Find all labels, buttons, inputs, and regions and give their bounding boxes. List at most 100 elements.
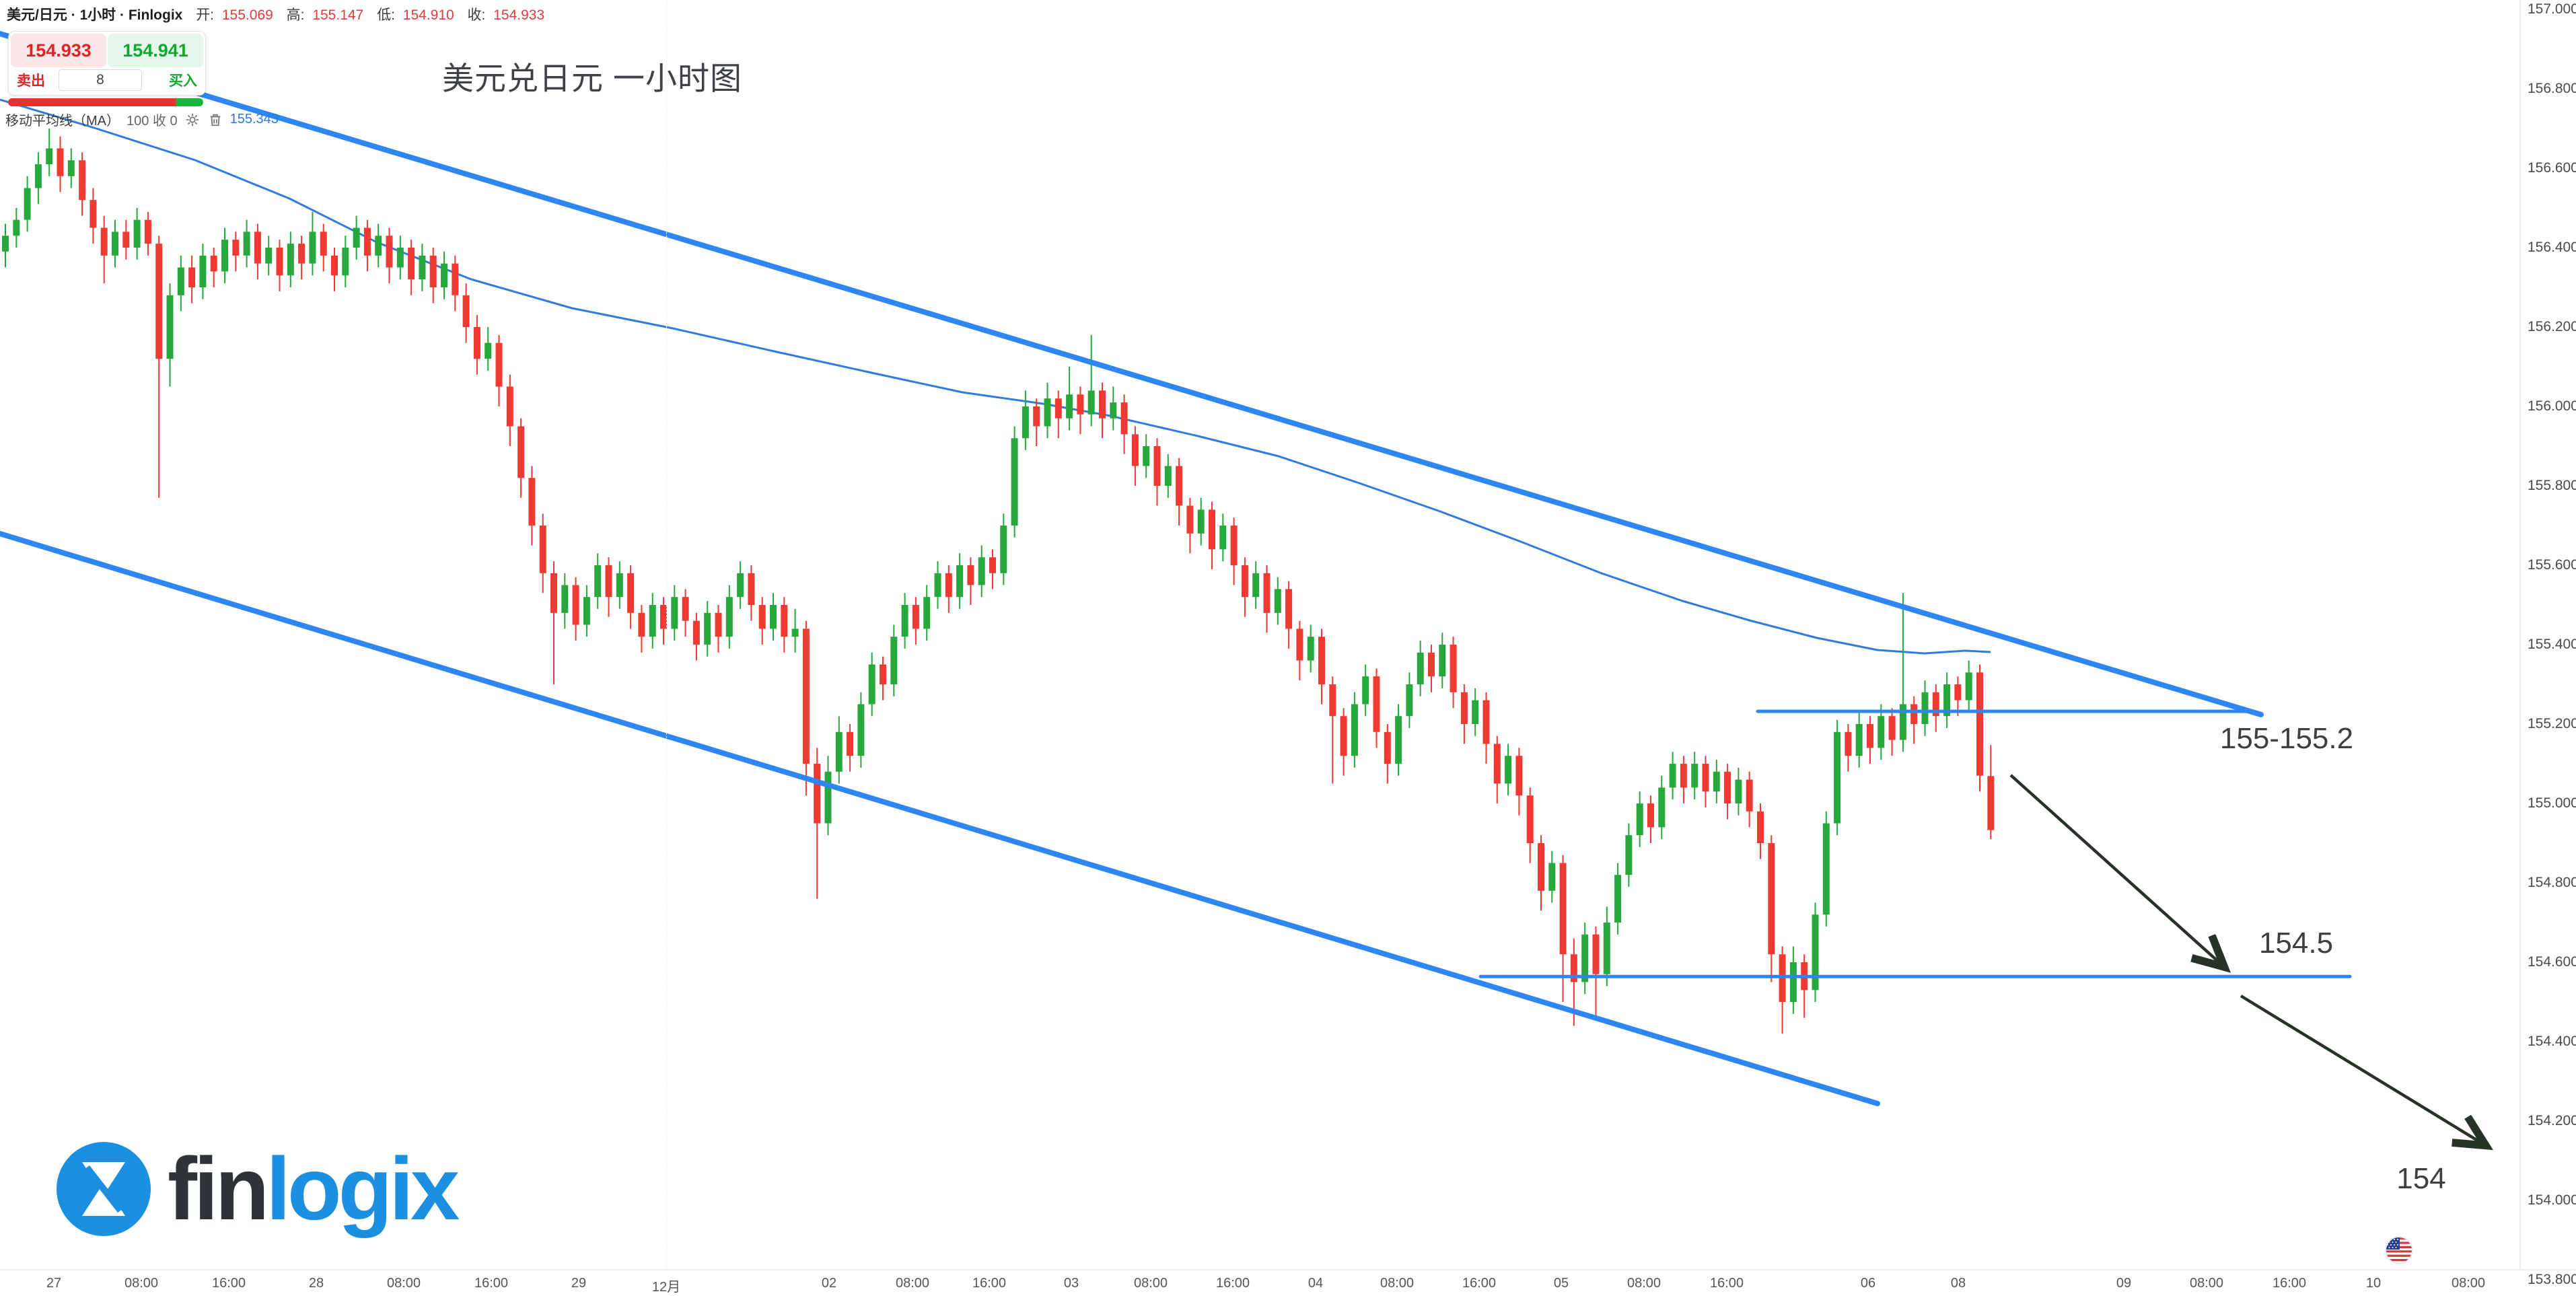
candle-body	[1044, 398, 1051, 427]
candle-body	[1724, 771, 1731, 803]
time-axis-label: 27	[46, 1276, 62, 1291]
candle-body	[1252, 573, 1260, 598]
buy-price-button[interactable]: 154.941	[108, 34, 203, 67]
candle-body	[824, 771, 832, 824]
candle-body	[1526, 795, 1534, 843]
candle-body	[671, 597, 678, 629]
candle-body	[506, 386, 513, 427]
candle-body	[1812, 914, 1819, 991]
candle-body	[1789, 962, 1797, 1002]
price-annotation: 155-155.2	[2219, 722, 2354, 755]
time-axis-label: 08:00	[895, 1276, 930, 1291]
price-axis-label: 153.800	[2528, 1272, 2576, 1287]
time-axis-label: 29	[571, 1276, 587, 1291]
candle-body	[1888, 716, 1896, 740]
candle-body	[1855, 724, 1863, 756]
candle-body	[1515, 756, 1523, 796]
symbol-name[interactable]: 美元/日元 · 1小时 · Finlogix	[7, 7, 183, 23]
time-axis-label: 16:00	[1709, 1276, 1744, 1291]
candle-body	[1417, 652, 1424, 684]
candle-body	[561, 585, 569, 613]
candle-body	[967, 565, 974, 585]
trash-icon[interactable]	[207, 112, 223, 128]
candle-body	[1384, 731, 1391, 764]
candle-body	[46, 148, 53, 165]
time-axis-label: 08:00	[386, 1276, 421, 1291]
candle-body	[1472, 700, 1479, 724]
candle-body	[1285, 589, 1293, 629]
candle-body	[1877, 716, 1885, 748]
candle-body	[539, 526, 546, 573]
candle-body	[1647, 803, 1654, 828]
candle-body	[1099, 390, 1106, 419]
candle-body	[57, 148, 64, 176]
candle-body	[1373, 676, 1380, 732]
low-label: 低:	[377, 7, 395, 23]
indicator-name[interactable]: 移动平均线（MA）	[5, 114, 120, 129]
candle-body	[24, 188, 31, 220]
candle-body	[1054, 398, 1062, 419]
time-axis-label: 16:00	[1462, 1276, 1497, 1291]
candle-body	[1296, 628, 1303, 661]
candle-body	[1493, 744, 1501, 784]
candle-body	[978, 557, 985, 585]
finlogix-logo-text: finlogix	[168, 1139, 460, 1238]
candle-body	[1110, 402, 1117, 419]
candle-body	[2, 236, 9, 252]
candle-body	[814, 764, 821, 824]
time-axis-label: 08:00	[1626, 1276, 1661, 1291]
candle-body	[1867, 724, 1873, 748]
candle-body	[1921, 692, 1929, 724]
price-axis-label: 156.200	[2528, 319, 2576, 334]
candle-body	[923, 597, 931, 629]
time-axis-label: 08:00	[2189, 1276, 2224, 1291]
sell-price-button[interactable]: 154.933	[11, 34, 106, 67]
candle-body	[1460, 692, 1468, 724]
candle-body	[100, 227, 108, 256]
time-axis-label: 16:00	[2272, 1276, 2307, 1291]
candle-body	[1340, 716, 1347, 756]
buy-button[interactable]: 买入	[169, 73, 197, 89]
candle-body	[155, 244, 163, 359]
candle-body	[1131, 434, 1139, 466]
candle-body	[1482, 700, 1490, 744]
time-axis-label: 08:00	[1133, 1276, 1168, 1291]
finlogix-logo-icon	[57, 1141, 151, 1236]
candle-body	[550, 573, 557, 613]
candle-body	[309, 231, 316, 264]
candle-body	[462, 295, 470, 327]
candle-body	[1362, 676, 1369, 705]
month-gridline	[666, 0, 667, 1269]
candle-body	[934, 573, 941, 598]
candle-body	[802, 628, 810, 764]
price-axis-label: 154.600	[2528, 954, 2576, 970]
time-axis-label: 09	[2116, 1276, 2132, 1291]
us-flag-icon[interactable]	[2385, 1236, 2413, 1268]
candle-body	[1439, 645, 1446, 677]
candle-body	[1614, 875, 1622, 923]
candle-body	[112, 231, 118, 256]
finlogix-logo: finlogix	[55, 1139, 460, 1239]
price-axis-label: 155.800	[2528, 478, 2576, 493]
candle-body	[1559, 863, 1567, 955]
gear-icon[interactable]	[184, 112, 201, 128]
lower-channel	[0, 530, 1880, 1106]
candle-body	[1230, 526, 1238, 565]
candle-body	[452, 263, 459, 295]
price-axis-label: 154.400	[2528, 1034, 2576, 1049]
candle-body	[1077, 394, 1084, 415]
candle-body	[199, 255, 207, 287]
quantity-input[interactable]	[59, 69, 142, 91]
candle-body	[396, 248, 404, 268]
chart-title: 美元兑日元 一小时图	[442, 61, 743, 96]
sentiment-bar	[8, 98, 203, 106]
price-axis-label: 156.400	[2528, 240, 2576, 255]
sell-button[interactable]: 卖出	[17, 73, 45, 89]
candle-body	[485, 343, 492, 359]
candle-body	[660, 605, 667, 629]
candle-body	[748, 573, 755, 605]
candle-body	[605, 565, 612, 598]
time-axis-separator	[0, 1269, 2576, 1270]
